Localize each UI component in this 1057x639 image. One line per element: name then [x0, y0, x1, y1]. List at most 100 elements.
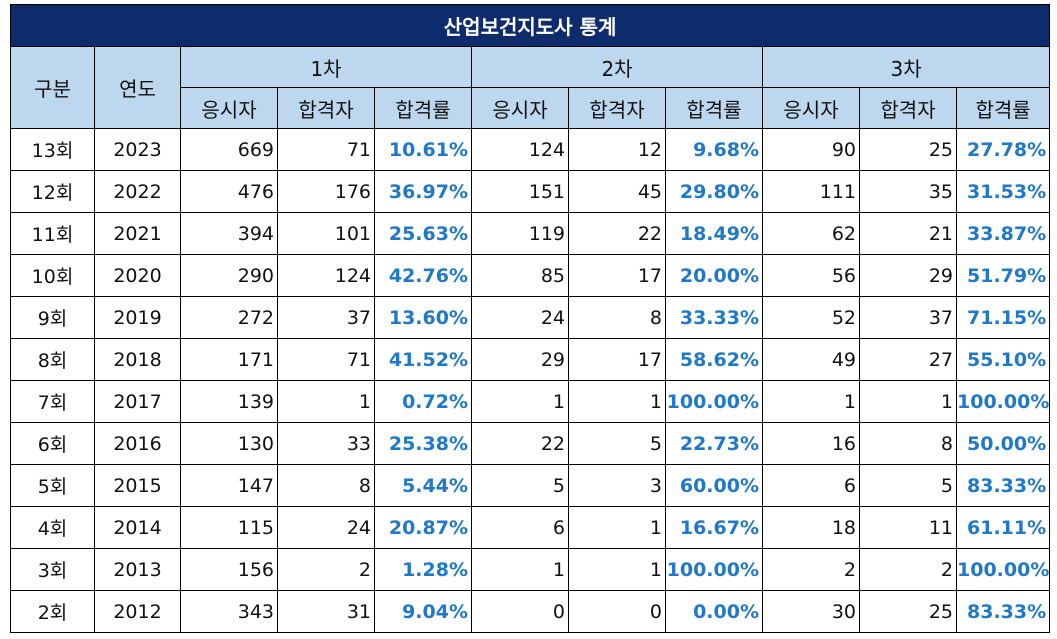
round-1-pass-rate-cell: 5.44% — [374, 464, 472, 507]
round-3-pass-rate-cell: 27.78% — [955, 128, 1051, 171]
round-1-pass-rate-cell: 41.52% — [374, 338, 472, 381]
round-3-pass-rate-cell: 31.53% — [955, 170, 1051, 213]
round-3-passed-cell: 27 — [859, 338, 957, 381]
round-1-applicants-cell: 156 — [180, 548, 278, 591]
round-2-applicants-cell: 5 — [471, 464, 569, 507]
round-1-passed-cell: 124 — [277, 254, 375, 297]
round-1-passed-cell: 8 — [277, 464, 375, 507]
round-2-pass-rate-cell: 33.33% — [665, 296, 763, 339]
year-cell: 2023 — [94, 128, 181, 171]
round-1-pass-rate-cell: 36.97% — [374, 170, 472, 213]
round-3-pass-rate-cell: 50.00% — [955, 422, 1051, 465]
round-1-pass-rate-cell: 42.76% — [374, 254, 472, 297]
table-row: 12회 2022 476 176 36.97% 151 45 29.80% 111 35 31.53… — [10, 170, 1051, 213]
round-3-pass-rate-cell: 71.15% — [955, 296, 1051, 339]
round-3-pass-rate-cell: 83.33% — [955, 464, 1051, 507]
round-2-applicants-cell: 119 — [471, 212, 569, 255]
round-3-applicants-cell: 52 — [762, 296, 860, 339]
table-row: 5회 2015 147 8 5.44% 5 3 60.00% 6 5 83.33% — [10, 464, 1051, 507]
round-1-passed-cell: 24 — [277, 506, 375, 549]
round-3-applicants-cell: 6 — [762, 464, 860, 507]
year-cell: 2021 — [94, 212, 181, 255]
table-row: 8회 2018 171 71 41.52% 29 17 58.62% 49 27 55.10% — [10, 338, 1051, 381]
table-row: 3회 2013 156 2 1.28% 1 1 100.00% 2 2 100.00% — [10, 548, 1051, 591]
round-2-passed-cell: 1 — [568, 380, 666, 423]
year-cell: 2019 — [94, 296, 181, 339]
round-1-applicants-cell: 130 — [180, 422, 278, 465]
round-2-passed-cell: 12 — [568, 128, 666, 171]
round-2-applicants-cell: 1 — [471, 380, 569, 423]
round-1-applicants-cell: 272 — [180, 296, 278, 339]
round-label-cell: 6회 — [10, 422, 95, 465]
round-3-passed-cell: 25 — [859, 128, 957, 171]
round-1-applicants-cell: 476 — [180, 170, 278, 213]
year-cell: 2015 — [94, 464, 181, 507]
header-applicants: 응시자 — [762, 87, 860, 129]
round-2-applicants-cell: 29 — [471, 338, 569, 381]
round-1-pass-rate-cell: 13.60% — [374, 296, 472, 339]
table-row: 6회 2016 130 33 25.38% 22 5 22.73% 16 8 50.00% — [10, 422, 1051, 465]
round-3-pass-rate-cell: 33.87% — [955, 212, 1051, 255]
header-passed: 합격자 — [568, 87, 666, 129]
round-1-pass-rate-cell: 25.63% — [374, 212, 472, 255]
round-3-applicants-cell: 30 — [762, 590, 860, 633]
round-2-pass-rate-cell: 60.00% — [665, 464, 763, 507]
round-3-applicants-cell: 49 — [762, 338, 860, 381]
round-1-passed-cell: 1 — [277, 380, 375, 423]
header-pass-rate: 합격률 — [955, 87, 1051, 129]
round-1-passed-cell: 31 — [277, 590, 375, 633]
round-2-passed-cell: 5 — [568, 422, 666, 465]
header-year: 연도 — [94, 46, 181, 129]
round-1-applicants-cell: 139 — [180, 380, 278, 423]
header-applicants: 응시자 — [471, 87, 569, 129]
header-category: 구분 — [10, 46, 95, 129]
round-3-passed-cell: 25 — [859, 590, 957, 633]
round-2-applicants-cell: 24 — [471, 296, 569, 339]
round-2-passed-cell: 1 — [568, 548, 666, 591]
round-2-pass-rate-cell: 29.80% — [665, 170, 763, 213]
table-body: 13회 2023 669 71 10.61% 124 12 9.68% 90 25 27.78% 12… — [10, 128, 1051, 633]
round-2-applicants-cell: 22 — [471, 422, 569, 465]
round-label-cell: 13회 — [10, 128, 95, 171]
round-3-passed-cell: 21 — [859, 212, 957, 255]
header-passed: 합격자 — [859, 87, 957, 129]
round-2-pass-rate-cell: 9.68% — [665, 128, 763, 171]
round-label-cell: 3회 — [10, 548, 95, 591]
round-2-passed-cell: 22 — [568, 212, 666, 255]
header-round-1: 1차 — [180, 46, 472, 88]
header-pass-rate: 합격률 — [374, 87, 472, 129]
round-1-pass-rate-cell: 20.87% — [374, 506, 472, 549]
table-row: 9회 2019 272 37 13.60% 24 8 33.33% 52 37 71.15% — [10, 296, 1051, 339]
round-3-passed-cell: 35 — [859, 170, 957, 213]
header-passed: 합격자 — [277, 87, 375, 129]
round-label-cell: 8회 — [10, 338, 95, 381]
round-2-passed-cell: 3 — [568, 464, 666, 507]
round-3-pass-rate-cell: 100.00% — [955, 548, 1051, 591]
round-3-passed-cell: 1 — [859, 380, 957, 423]
round-2-applicants-cell: 0 — [471, 590, 569, 633]
round-label-cell: 5회 — [10, 464, 95, 507]
round-3-pass-rate-cell: 83.33% — [955, 590, 1051, 633]
round-3-applicants-cell: 90 — [762, 128, 860, 171]
round-2-pass-rate-cell: 22.73% — [665, 422, 763, 465]
round-label-cell: 2회 — [10, 590, 95, 633]
table-row: 13회 2023 669 71 10.61% 124 12 9.68% 90 25 27.78% — [10, 128, 1051, 171]
round-1-pass-rate-cell: 1.28% — [374, 548, 472, 591]
round-label-cell: 12회 — [10, 170, 95, 213]
year-cell: 2012 — [94, 590, 181, 633]
round-1-applicants-cell: 669 — [180, 128, 278, 171]
round-3-passed-cell: 29 — [859, 254, 957, 297]
round-2-pass-rate-cell: 58.62% — [665, 338, 763, 381]
round-1-applicants-cell: 171 — [180, 338, 278, 381]
round-label-cell: 11회 — [10, 212, 95, 255]
round-3-passed-cell: 11 — [859, 506, 957, 549]
round-1-passed-cell: 37 — [277, 296, 375, 339]
round-3-applicants-cell: 2 — [762, 548, 860, 591]
round-2-applicants-cell: 1 — [471, 548, 569, 591]
round-label-cell: 9회 — [10, 296, 95, 339]
round-2-applicants-cell: 6 — [471, 506, 569, 549]
header-round-2: 2차 — [471, 46, 763, 88]
table-row: 2회 2012 343 31 9.04% 0 0 0.00% 30 25 83.33% — [10, 590, 1051, 633]
round-label-cell: 10회 — [10, 254, 95, 297]
round-3-applicants-cell: 111 — [762, 170, 860, 213]
